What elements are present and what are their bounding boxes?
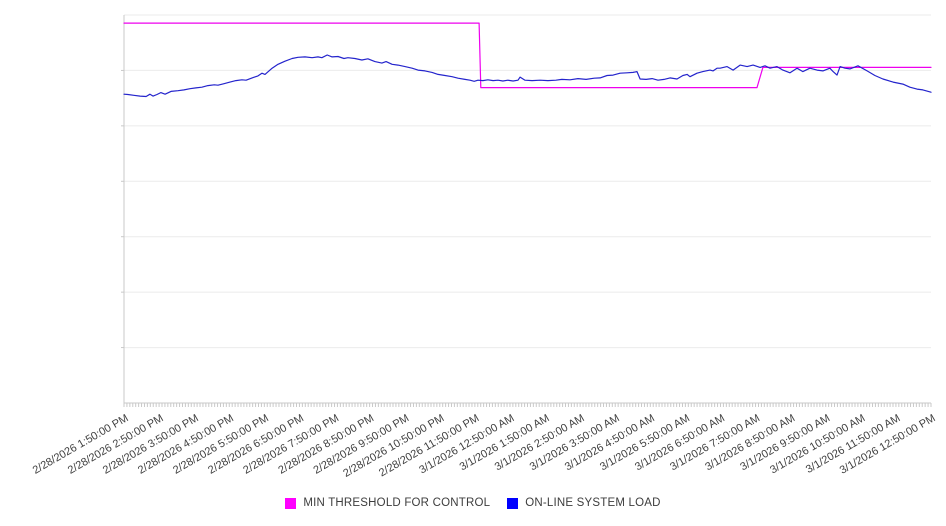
- legend-item-min-threshold-for-control[interactable]: MIN THRESHOLD FOR CONTROL: [285, 497, 490, 509]
- legend-label-min-threshold: MIN THRESHOLD FOR CONTROL: [303, 497, 491, 509]
- series-line-min-threshold-for-control: [123, 22, 932, 89]
- chart-legend: MIN THRESHOLD FOR CONTROL ON-LINE SYSTEM…: [0, 497, 946, 509]
- chart-plot-area: 2/28/2026 1:50:00 PM2/28/2026 2:50:00 PM…: [31, 14, 938, 480]
- legend-swatch-system-load-icon: [507, 497, 519, 509]
- legend-item-on-line-system-load[interactable]: ON-LINE SYSTEM LOAD: [507, 497, 660, 509]
- legend-label-system-load: ON-LINE SYSTEM LOAD: [525, 497, 661, 509]
- legend-swatch-min-threshold-icon: [285, 497, 297, 509]
- series-line-on-line-system-load: [123, 54, 932, 98]
